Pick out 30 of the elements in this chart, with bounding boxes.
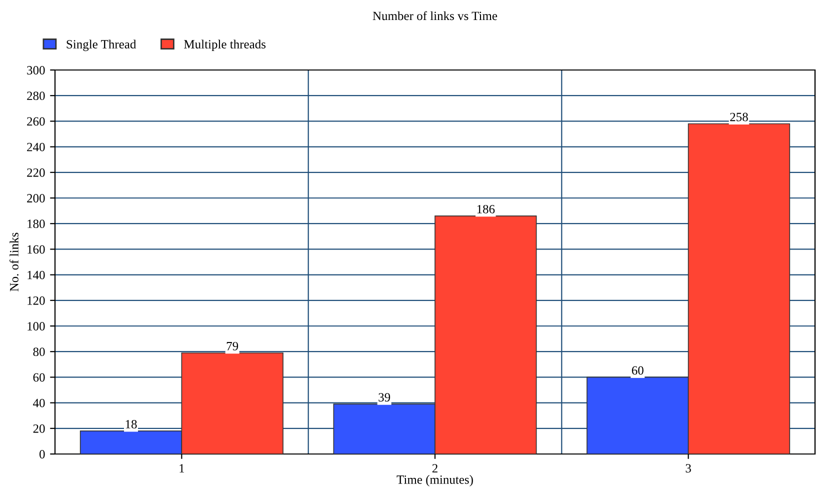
x-axis-title: Time (minutes) xyxy=(396,475,473,486)
y-tick-label: 140 xyxy=(28,270,45,280)
y-tick-label: 120 xyxy=(28,296,45,305)
chart-title: Number of links vs Time xyxy=(372,11,498,20)
data-label: 39 xyxy=(378,393,390,402)
y-tick-label: 60 xyxy=(33,373,45,382)
y-tick-label: 80 xyxy=(33,348,45,356)
y-tick-label: 240 xyxy=(27,142,45,152)
y-tick-label: 160 xyxy=(28,245,45,254)
x-tick-label: 3 xyxy=(686,464,691,473)
y-tick-label: 0 xyxy=(40,450,45,458)
data-label: 18 xyxy=(126,420,137,428)
legend-label: Multiple threads xyxy=(184,40,266,52)
y-axis-title: No. of links xyxy=(10,232,18,292)
y-tick-label: 220 xyxy=(27,168,45,177)
data-label: 258 xyxy=(730,112,748,122)
data-label: 60 xyxy=(632,366,644,375)
data-label: 79 xyxy=(226,342,238,350)
y-tick-label: 180 xyxy=(28,220,45,228)
y-tick-label: 100 xyxy=(28,322,45,330)
data-label: 186 xyxy=(477,204,495,214)
y-tick-label: 280 xyxy=(27,92,45,100)
y-tick-label: 300 xyxy=(27,66,45,74)
x-tick-label: 2 xyxy=(432,464,438,472)
x-tick-label: 1 xyxy=(180,464,184,472)
legend-label: Single Thread xyxy=(66,40,136,52)
y-tick-label: 20 xyxy=(33,424,45,433)
y-tick-label: 260 xyxy=(27,117,45,126)
y-tick-label: 200 xyxy=(27,194,45,202)
y-tick-label: 40 xyxy=(33,398,45,408)
